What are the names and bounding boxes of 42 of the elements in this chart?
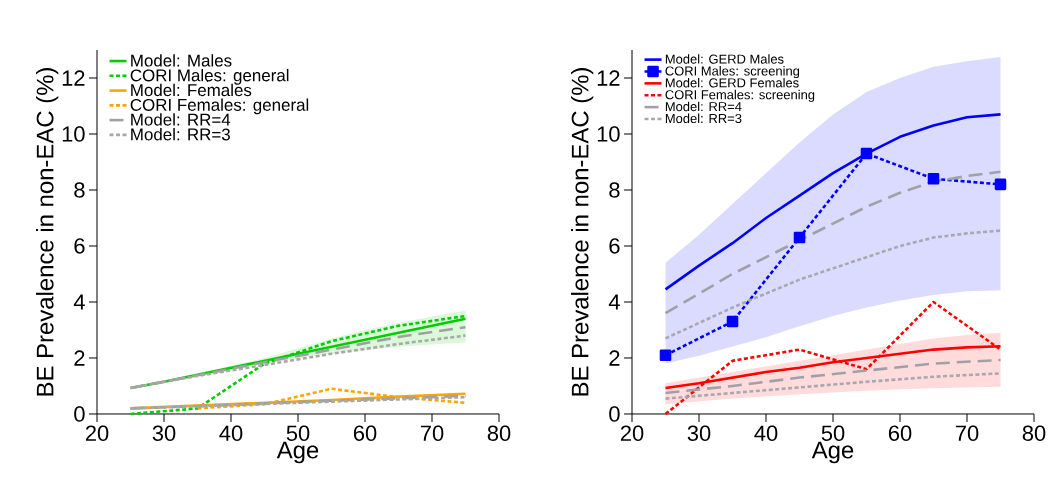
y-axis-title: BE Prevalence in non-EAC (%) [36,68,59,396]
legend-label: Model: RR=4 [665,101,742,112]
legend-label: CORI Males: screening [665,66,800,79]
y-tick-label: 8 [74,182,85,198]
x-tick-label: 50 [286,425,310,441]
y-tick-label: 6 [609,238,620,254]
y-tick-label: 2 [609,350,620,366]
legend-label: Model: GERD Males [665,54,784,64]
legend-label: Model: Males [131,54,232,67]
y-tick-label: 12 [597,70,620,86]
y-tick-label: 4 [608,294,620,310]
y-tick-label: 8 [609,182,620,198]
legend-label: Model: GERD Females [665,77,799,88]
y-tick-label: 0 [609,406,620,422]
y-tick-label: 4 [73,294,85,310]
y-axis-title: BE Prevalence in non-EAC (%) [571,68,594,396]
x-tick-label: 60 [888,425,912,441]
x-axis-title: Age [811,441,854,464]
x-tick-label: 70 [420,425,444,441]
x-tick-label: 30 [687,425,711,441]
x-tick-label: 30 [152,425,176,441]
legend-label: Model: RR=4 [131,113,231,126]
y-tick-label: 6 [74,238,85,254]
y-tick-label: 12 [62,70,85,86]
y-tick-label: 10 [597,126,620,142]
x-tick-label: 70 [955,425,979,441]
x-axis-title: Age [276,441,319,464]
y-tick-label: 10 [62,126,85,142]
legend-label: Model: Females [131,83,252,97]
x-tick-label: 80 [487,425,511,441]
x-tick-label: 20 [620,425,644,441]
x-tick-label: 60 [353,425,377,441]
x-tick-label: 50 [821,425,845,441]
y-tick-label: 0 [74,406,85,422]
y-tick-label: 2 [74,350,85,366]
legend-label: Model: RR=3 [131,127,230,141]
x-tick-label: 40 [219,425,243,441]
legend-label: Model: RR=3 [665,113,742,124]
x-tick-label: 40 [754,425,778,441]
x-tick-label: 20 [85,425,109,441]
x-tick-label: 80 [1022,425,1046,441]
legend-label: CORI Females: screening [665,89,815,102]
